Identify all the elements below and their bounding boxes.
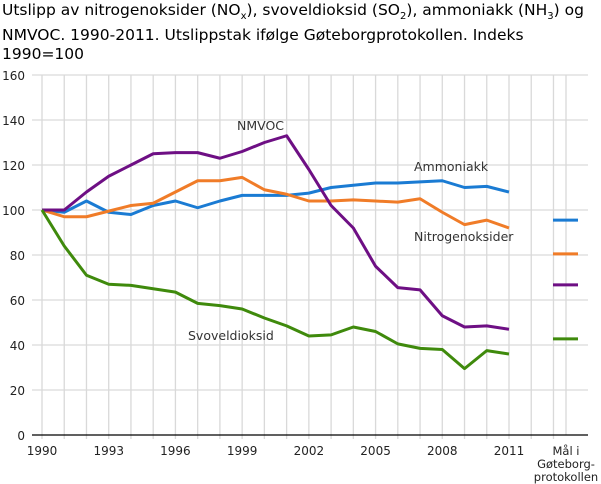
title-sub: 3 bbox=[547, 11, 554, 23]
series-label: Svoveldioksid bbox=[188, 328, 274, 343]
x-tick-label: 1990 bbox=[27, 444, 58, 458]
y-tick-label: 60 bbox=[10, 294, 25, 308]
series-label: Ammoniakk bbox=[414, 159, 489, 174]
title-text: ) og bbox=[553, 1, 584, 19]
y-tick-label: 140 bbox=[2, 114, 25, 128]
title-text: ), ammoniakk (NH bbox=[406, 1, 548, 19]
y-tick-label: 0 bbox=[17, 429, 25, 443]
title-sub: x bbox=[240, 11, 247, 23]
x-tick-label: 2002 bbox=[294, 444, 325, 458]
y-tick-label: 80 bbox=[10, 249, 25, 263]
y-tick-label: 40 bbox=[10, 339, 25, 353]
y-tick-label: 120 bbox=[2, 159, 25, 173]
series-line-svoveldioksid bbox=[40, 209, 510, 371]
chart-title: Utslipp av nitrogenoksider (NOx), svovel… bbox=[2, 1, 601, 64]
y-tick-label: 160 bbox=[2, 69, 25, 83]
x-tick-label: 2005 bbox=[360, 444, 391, 458]
series-line-nitrogenoksider bbox=[41, 175, 510, 230]
x-tick-label: 1996 bbox=[160, 444, 191, 458]
x-tick-label: 1999 bbox=[227, 444, 258, 458]
target-axis-label: protokollen bbox=[534, 470, 598, 484]
title-text: ), svoveldioksid (SO bbox=[246, 1, 401, 19]
title-text: Utslipp av nitrogenoksider (NO bbox=[2, 1, 241, 19]
x-tick-label: 2008 bbox=[427, 444, 458, 458]
series-line-ammoniakk bbox=[41, 179, 510, 216]
series-label: Nitrogenoksider bbox=[414, 229, 514, 244]
x-tick-label: 1993 bbox=[93, 444, 124, 458]
target-axis-label: Mål i bbox=[552, 444, 579, 458]
title-sub: 2 bbox=[400, 11, 407, 23]
series-line-nmvoc bbox=[42, 134, 510, 331]
y-tick-label: 20 bbox=[10, 384, 25, 398]
title-text: NMVOC. 1990-2011. Utslippstak ifølge Gøt… bbox=[2, 26, 524, 64]
target-axis-label: Gøteborg- bbox=[537, 457, 595, 471]
y-tick-label: 100 bbox=[2, 204, 25, 218]
x-tick-label: 2011 bbox=[494, 444, 525, 458]
series-label: NMVOC bbox=[237, 118, 284, 133]
